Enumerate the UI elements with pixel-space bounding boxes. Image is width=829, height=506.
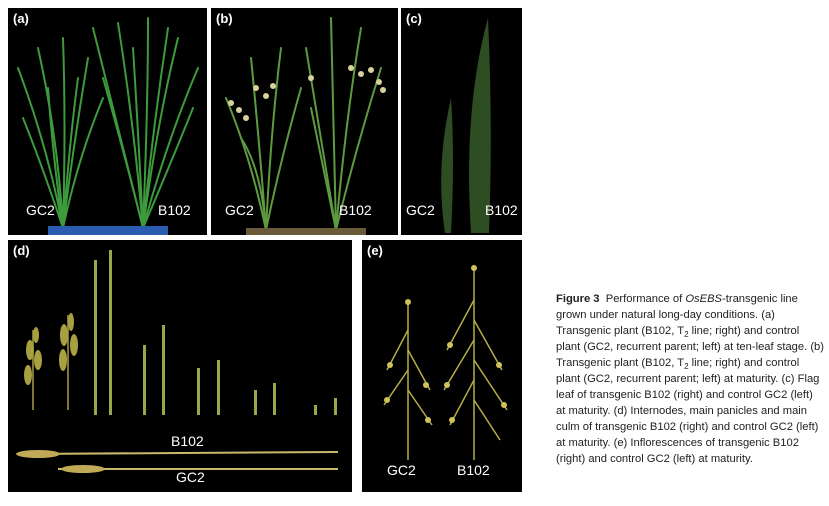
panel-e-label: (e) [367,243,383,258]
panel-b-left-tag: GC2 [225,202,254,218]
panel-e: (e) GC2 B102 [362,240,522,492]
caption-text-1: Performance of [605,293,686,305]
panel-d: (d) B102 GC2 [8,240,352,492]
subscript-2: 2 [684,362,689,372]
panel-b: (b) GC2 B102 [211,8,398,235]
caption-text-3: line; right) and control plant (GC2, rec… [556,325,825,369]
panel-d-bottom-tag: GC2 [176,469,205,485]
panel-a: (a) GC2 B102 [8,8,207,235]
caption-text-4: line; right) and control plant (GC2, rec… [556,357,820,465]
panel-d-top-tag: B102 [171,433,204,449]
inflorescences-image [383,265,508,460]
panel-e-right-tag: B102 [457,462,490,478]
panel-c-left-tag: GC2 [406,202,435,218]
panel-d-label: (d) [13,243,30,258]
subscript-1: 2 [684,330,689,340]
panel-c: (c) GC2 B102 [401,8,522,235]
seedling-plants-image [17,17,199,235]
panel-a-left-tag: GC2 [26,202,55,218]
panel-c-right-tag: B102 [485,202,518,218]
panel-e-left-tag: GC2 [387,462,416,478]
figure-label: Figure 3 [556,293,600,305]
mature-plants-image [225,17,386,235]
panel-c-label: (c) [406,11,422,26]
panel-b-label: (b) [216,11,233,26]
flag-leaf-image [441,18,491,233]
panel-a-label: (a) [13,11,29,26]
figure-caption: Figure 3 Performance of OsEBS-transgenic… [556,291,824,467]
internodes-panicles-culm-image [16,250,339,473]
panel-a-right-tag: B102 [158,202,191,218]
caption-text-2: -transgenic line grown under natural lon… [556,293,798,337]
panel-b-right-tag: B102 [339,202,372,218]
gene-name: OsEBS [685,293,723,305]
